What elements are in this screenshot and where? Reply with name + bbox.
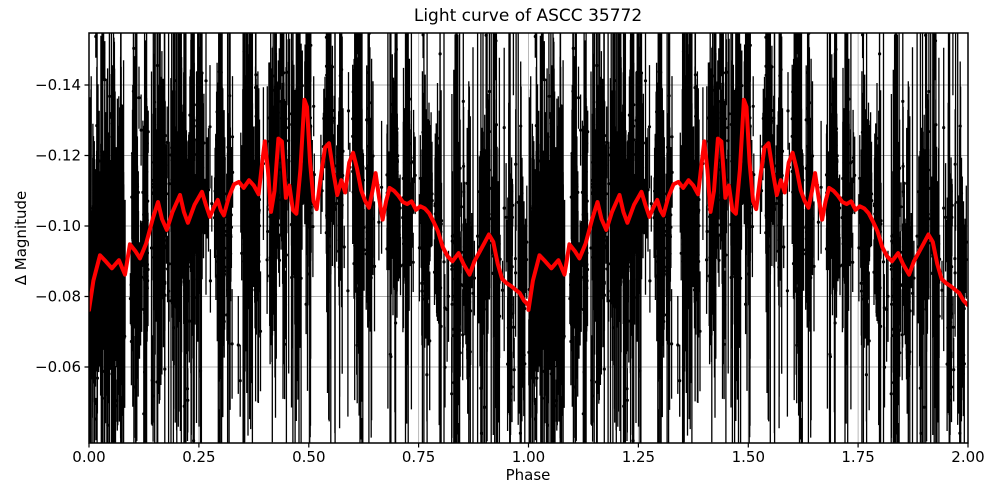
data-layer xyxy=(89,33,968,443)
x-tick-label: 2.00 xyxy=(951,448,984,466)
data-points-layer xyxy=(89,33,968,443)
x-tick-label: 0.75 xyxy=(402,448,435,466)
y-axis-label: Δ Magnitude xyxy=(12,190,30,286)
tick-labels: 0.00 0.25 0.50 0.75 1.00 1.25 1.50 1.75 2.00 −0.1… xyxy=(35,76,985,466)
x-axis-label: Phase xyxy=(505,466,551,484)
chart-title: Light curve of ASCC 35772 xyxy=(413,6,643,26)
x-tick-label: 1.75 xyxy=(841,448,874,466)
tick-marks xyxy=(84,84,969,448)
y-tick-label: −0.06 xyxy=(35,358,81,376)
x-tick-label: 0.25 xyxy=(182,448,215,466)
smoothed-curve xyxy=(89,97,968,312)
y-tick-label: −0.08 xyxy=(35,288,81,306)
y-tick-label: −0.10 xyxy=(35,217,81,235)
y-tick-label: −0.12 xyxy=(35,147,81,165)
x-tick-label: 1.25 xyxy=(622,448,655,466)
x-tick-label: 0.00 xyxy=(72,448,105,466)
y-tick-label: −0.14 xyxy=(35,76,81,94)
x-tick-label: 0.50 xyxy=(292,448,325,466)
x-tick-label: 1.00 xyxy=(512,448,545,466)
x-tick-label: 1.50 xyxy=(732,448,765,466)
